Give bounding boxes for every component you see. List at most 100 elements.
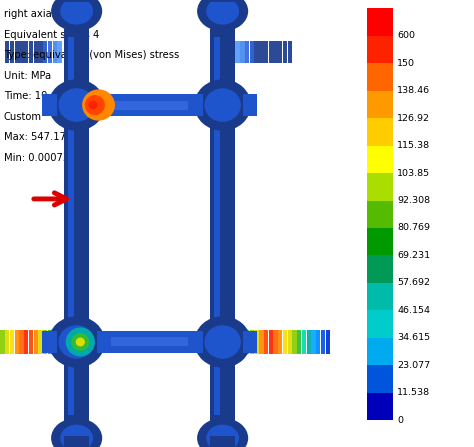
Bar [236, 330, 240, 354]
Ellipse shape [82, 89, 115, 121]
Text: 34.615: 34.615 [397, 333, 430, 342]
Bar [38, 41, 43, 63]
Ellipse shape [48, 316, 105, 367]
Bar [278, 41, 283, 63]
Text: 46.154: 46.154 [397, 306, 430, 315]
Ellipse shape [194, 316, 251, 367]
Ellipse shape [48, 80, 105, 131]
Bar [367, 63, 393, 91]
Bar [297, 330, 301, 354]
Bar [86, 94, 213, 116]
Bar [57, 330, 62, 354]
Bar [288, 330, 292, 354]
Text: Min: 0.0007308: Min: 0.0007308 [4, 153, 81, 163]
Bar [273, 41, 278, 63]
Text: 57.692: 57.692 [397, 278, 430, 287]
Bar [367, 173, 393, 201]
Bar [188, 94, 202, 116]
Bar [53, 41, 57, 63]
Bar [48, 41, 52, 63]
Bar [367, 283, 393, 310]
Bar [86, 101, 213, 110]
Bar [19, 41, 24, 63]
Bar [34, 330, 38, 354]
Bar [302, 330, 306, 354]
Bar [367, 255, 393, 283]
Bar [367, 91, 393, 118]
Bar [288, 41, 292, 63]
Bar [24, 330, 28, 354]
Bar [240, 41, 245, 63]
Text: 92.308: 92.308 [397, 196, 430, 205]
Ellipse shape [60, 0, 93, 25]
Bar [250, 41, 254, 63]
Ellipse shape [89, 101, 98, 110]
Bar [367, 338, 393, 365]
Bar [283, 330, 287, 354]
Bar [29, 41, 33, 63]
Text: 103.85: 103.85 [397, 169, 430, 177]
Bar [311, 330, 316, 354]
Ellipse shape [58, 325, 95, 358]
Bar [97, 331, 111, 353]
Bar [367, 146, 393, 173]
Bar [278, 330, 283, 354]
Bar [10, 330, 14, 354]
Bar [367, 36, 393, 63]
Bar [264, 330, 268, 354]
Bar [214, 37, 220, 414]
Bar [43, 41, 47, 63]
Bar [250, 330, 254, 354]
Bar [15, 330, 19, 354]
Bar [243, 94, 257, 116]
Bar [64, 436, 90, 447]
Ellipse shape [51, 418, 102, 447]
Bar [326, 330, 330, 354]
Bar [367, 365, 393, 393]
Text: 69.231: 69.231 [397, 251, 430, 260]
Text: Equivalent stress 4: Equivalent stress 4 [4, 30, 99, 39]
Bar [259, 41, 264, 63]
Ellipse shape [206, 425, 239, 447]
Bar [42, 331, 56, 353]
Bar [283, 41, 287, 63]
Ellipse shape [51, 0, 102, 31]
Bar [367, 201, 393, 228]
Bar [321, 330, 325, 354]
Bar [367, 393, 393, 420]
Ellipse shape [58, 89, 95, 122]
Text: Max: 547.17: Max: 547.17 [4, 132, 66, 142]
Bar [292, 330, 297, 354]
Text: Time: 10: Time: 10 [4, 91, 47, 101]
Bar [367, 310, 393, 338]
Bar [48, 330, 52, 354]
Text: 115.38: 115.38 [397, 141, 430, 150]
Ellipse shape [76, 337, 85, 346]
Bar [255, 330, 259, 354]
Ellipse shape [204, 325, 241, 358]
Bar [53, 330, 57, 354]
Text: 138.46: 138.46 [397, 86, 430, 95]
Bar [42, 94, 56, 116]
Text: 126.92: 126.92 [397, 114, 430, 122]
Bar [29, 330, 33, 354]
Ellipse shape [197, 418, 248, 447]
Bar [86, 337, 213, 346]
Text: right axial rotation: right axial rotation [4, 9, 96, 19]
Bar [64, 29, 90, 422]
Bar [307, 330, 311, 354]
Bar [15, 41, 19, 63]
Ellipse shape [194, 80, 251, 131]
Ellipse shape [71, 333, 90, 351]
Bar [367, 228, 393, 255]
Text: Custom: Custom [4, 112, 42, 122]
Bar [5, 41, 9, 63]
Bar [210, 0, 236, 2]
Bar [188, 331, 202, 353]
Bar [97, 94, 111, 116]
Bar [210, 29, 236, 422]
Text: 23.077: 23.077 [397, 361, 430, 370]
Ellipse shape [66, 327, 95, 357]
Bar [264, 41, 268, 63]
Text: 80.769: 80.769 [397, 224, 430, 232]
